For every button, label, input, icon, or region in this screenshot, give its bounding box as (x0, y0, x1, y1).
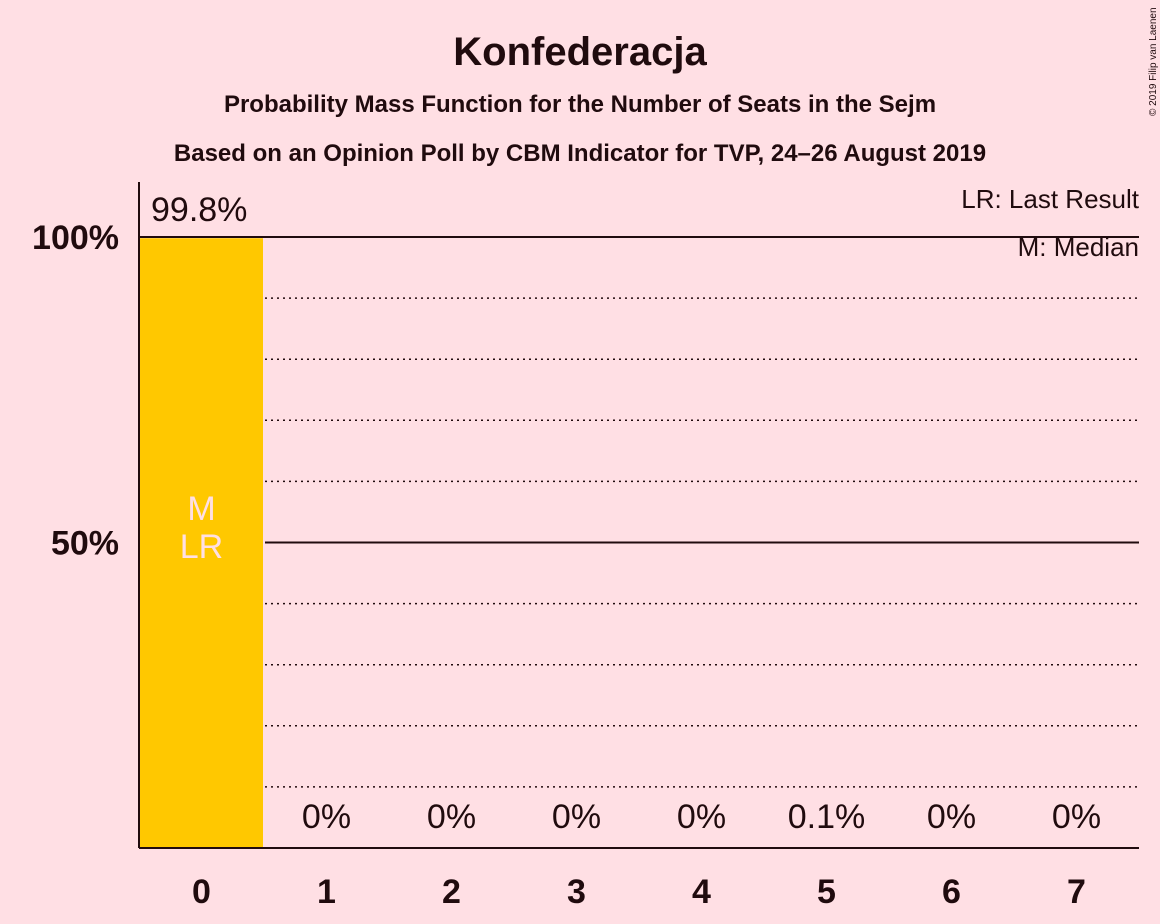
data-label: 0% (552, 798, 601, 836)
x-tick-label: 2 (442, 873, 461, 911)
data-label: 0% (427, 798, 476, 836)
x-tick-label: 4 (692, 873, 711, 911)
x-tick-label: 1 (317, 873, 336, 911)
chart-subtitle-source: Based on an Opinion Poll by CBM Indicato… (174, 140, 986, 167)
x-tick-label: 6 (942, 873, 961, 911)
bar-marker-label: M (187, 490, 215, 528)
data-label: 0% (1052, 798, 1101, 836)
data-label: 0% (927, 798, 976, 836)
copyright-note: © 2019 Filip van Laenen (1148, 7, 1159, 116)
data-label: 0% (677, 798, 726, 836)
y-tick-label: 50% (51, 525, 119, 563)
bar-0 (140, 238, 263, 849)
x-tick-label: 3 (567, 873, 586, 911)
chart-title: Konfederacja (453, 30, 707, 74)
data-label: 0% (302, 798, 351, 836)
x-tick-label: 7 (1067, 873, 1086, 911)
x-tick-label: 5 (817, 873, 836, 911)
x-tick-label: 0 (192, 873, 211, 911)
y-tick-label: 100% (32, 219, 119, 257)
chart-subtitle: Probability Mass Function for the Number… (224, 91, 936, 118)
data-label: 0.1% (788, 798, 866, 836)
legend-last-result: LR: Last Result (961, 184, 1140, 214)
data-label: 99.8% (151, 191, 247, 229)
bar-marker-label: LR (180, 528, 223, 566)
